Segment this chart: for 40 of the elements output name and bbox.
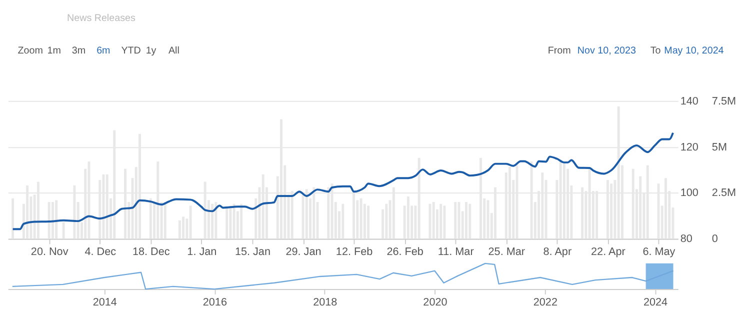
y2-tick-label: 2.5M (712, 187, 736, 200)
text: 1m (47, 46, 61, 57)
y-tick-label: 120 (680, 141, 698, 154)
x-tick-label: 12. Feb (336, 246, 373, 258)
text: From (548, 46, 571, 57)
text: News Releases (67, 13, 136, 24)
x-tick-label: 26. Feb (386, 246, 424, 258)
y2-tick-label: 7.5M (712, 95, 736, 108)
x-tick-label: 1. Jan (187, 246, 217, 258)
text: 3m (72, 46, 86, 57)
x-tick-label: 22. Apr (591, 246, 626, 258)
x-tick-label: 29. Jan (286, 246, 322, 258)
x-tick-label: 11. Mar (438, 246, 474, 258)
y-tick-label: 140 (680, 95, 698, 108)
text: Zoom (18, 46, 43, 57)
text: To (650, 46, 662, 57)
x-tick-label: 2020 (423, 296, 448, 308)
x-tick-label: 2018 (313, 296, 338, 308)
y2-tick-label: 0 (712, 233, 718, 246)
text: 1y (146, 46, 156, 57)
y2-tick-label: 5M (712, 141, 727, 154)
x-tick-label: 2024 (643, 296, 668, 308)
y-tick-label: 100 (680, 187, 698, 200)
text: 6m (96, 46, 110, 57)
x-tick-label: 4. Dec (84, 246, 117, 258)
x-tick-label: 8. Apr (543, 246, 572, 258)
x-tick-label: 25. Mar (488, 246, 526, 258)
x-tick-label: 20. Nov (30, 246, 69, 258)
text: All (168, 46, 180, 57)
y-tick-label: 80 (680, 233, 692, 246)
x-tick-label: 2014 (92, 296, 117, 308)
x-tick-label: 2016 (202, 296, 227, 308)
line-series (12, 132, 674, 230)
x-tick-label: 18. Dec (132, 246, 170, 258)
text: Nov 10, 2023 (577, 46, 636, 57)
x-tick-label: 15. Jan (234, 246, 270, 258)
x-tick-label: 2022 (533, 296, 558, 308)
text: YTD (121, 46, 141, 57)
x-tick-label: 6. May (642, 246, 676, 258)
text: May 10, 2024 (664, 46, 724, 57)
